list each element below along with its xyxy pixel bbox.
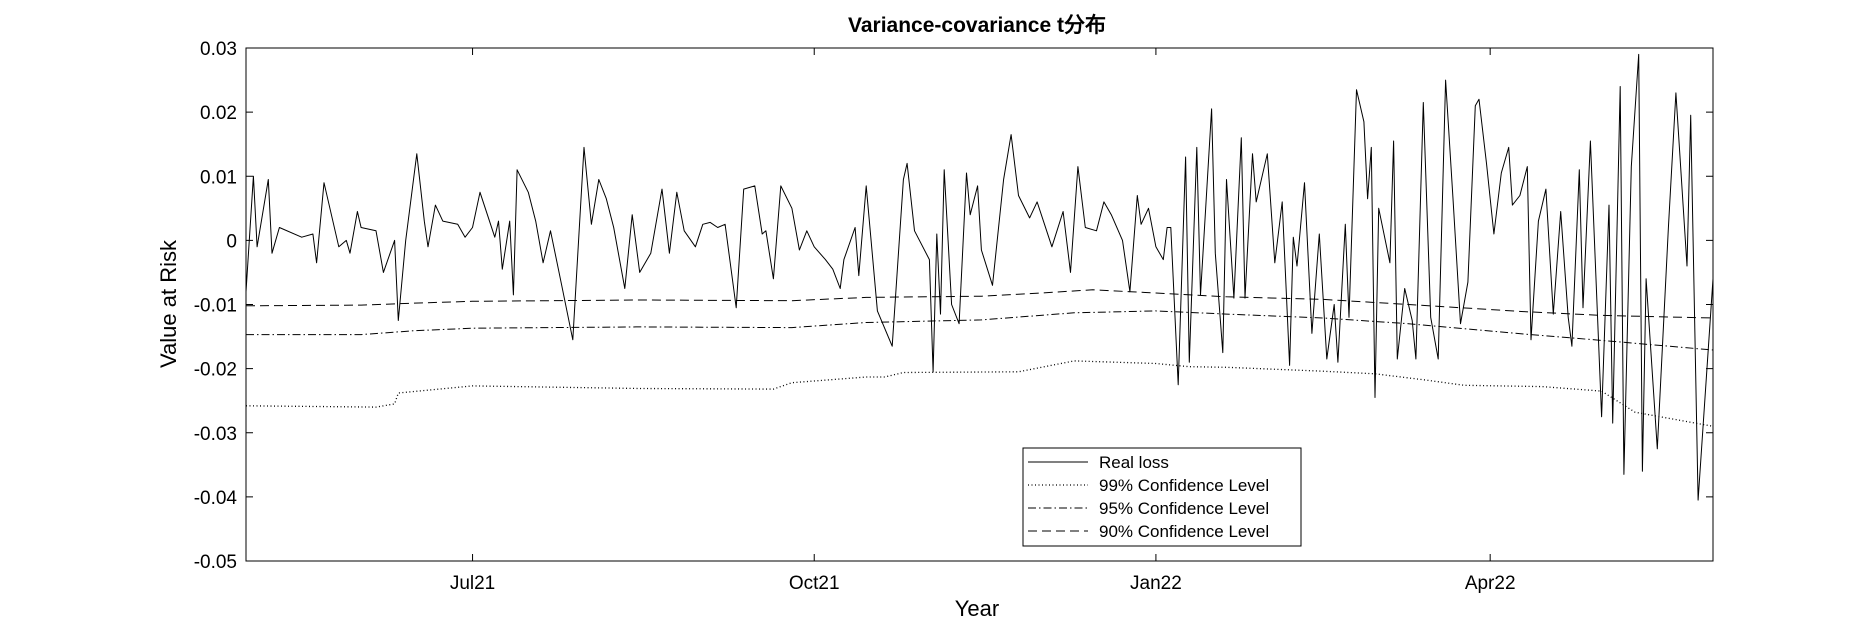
series-line-real-loss [245,53,1714,501]
y-axis: 0.03 0.02 0.01 0 -0.01 -0.02 -0.03 -0.04 -0.05 [194,39,1713,573]
legend-label-90: 90% Confidence Level [1099,522,1269,541]
x-axis-title: Year [955,596,999,621]
plot-area-frame [245,47,1714,562]
y-tick-label: 0 [226,231,237,252]
x-tick-label: Jan22 [1130,573,1182,594]
legend-label-real-loss: Real loss [1099,453,1169,472]
chart-title: Variance-covariance t分布 [848,13,1106,37]
legend: Real loss 99% Confidence Level 95% Confi… [1022,447,1302,547]
legend-label-99: 99% Confidence Level [1099,476,1269,495]
x-tick-label: Oct21 [789,573,840,594]
x-tick-label: Apr22 [1465,573,1516,594]
y-tick-label: -0.05 [194,552,237,573]
y-tick-label: -0.03 [194,424,237,445]
y-tick-label: -0.04 [194,488,238,509]
y-tick-label: 0.02 [200,103,237,124]
legend-label-95: 95% Confidence Level [1099,499,1269,518]
series-line-90-confidence-level [245,289,1714,319]
legend-box [1022,447,1302,547]
x-tick-label: Jul21 [450,573,495,594]
x-axis: Jul21 Oct21 Jan22 Apr22 [450,48,1516,594]
y-tick-label: 0.03 [200,39,237,60]
y-tick-label: -0.02 [194,360,237,381]
series-layer [245,53,1714,501]
series-line-99-confidence-level [245,360,1714,427]
y-axis-title: Value at Risk [156,239,181,368]
y-tick-label: -0.01 [194,296,237,317]
series-line-95-confidence-level [246,310,1714,351]
y-tick-label: 0.01 [200,167,237,188]
